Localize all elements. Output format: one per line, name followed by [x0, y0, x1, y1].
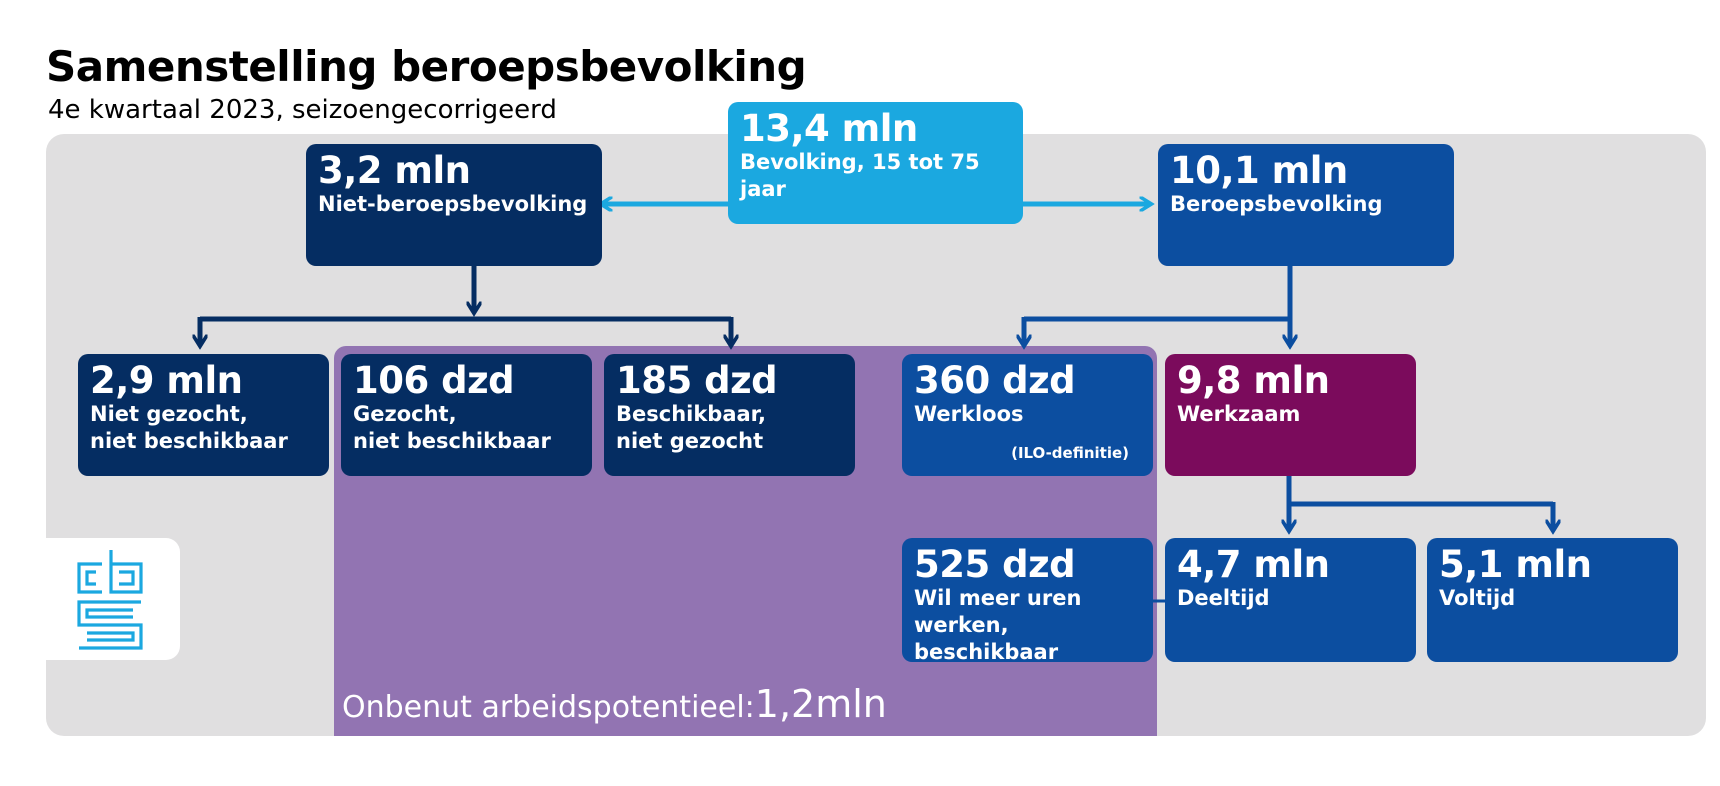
node-unemployed-value: 360 dzd: [914, 359, 1076, 402]
node-part-time-value: 4,7 mln: [1177, 543, 1330, 586]
node-full-time: 5,1 mln Voltijd: [1427, 538, 1678, 662]
node-population: 13,4 mln Bevolking, 15 tot 75 jaar: [728, 102, 1023, 224]
node-population-value: 13,4 mln: [740, 107, 918, 150]
node-more-hours-label: Wil meer uren werken, beschikbaar: [914, 585, 1082, 665]
node-labour-force-label: Beroepsbevolking: [1170, 191, 1383, 216]
node-labour-force-value: 10,1 mln: [1170, 149, 1348, 192]
node-employed-label: Werkzaam: [1177, 401, 1301, 426]
node-unemployed: 360 dzd Werkloos (ILO-definitie): [902, 354, 1153, 476]
node-not-labour-force-label: Niet-beroepsbevolking: [318, 191, 588, 216]
node-not-labour-force-value: 3,2 mln: [318, 149, 471, 192]
node-more-hours: 525 dzd Wil meer uren werken, beschikbaa…: [902, 538, 1153, 664]
node-full-time-label: Voltijd: [1439, 585, 1516, 610]
cbs-logo: [46, 538, 180, 660]
node-more-hours-value: 525 dzd: [914, 543, 1076, 586]
node-available: 185 dzd Beschikbaar, niet gezocht: [604, 354, 855, 476]
node-employed: 9,8 mln Werkzaam: [1165, 354, 1416, 476]
chart-title: Samenstelling beroepsbevolking: [46, 42, 807, 91]
cbs-logo-icon: [77, 550, 143, 650]
node-not-searched: 2,9 mln Niet gezocht, niet beschikbaar: [78, 354, 329, 476]
node-available-value: 185 dzd: [616, 359, 778, 402]
unused-potential-value: 1,2mln: [754, 682, 887, 726]
node-full-time-value: 5,1 mln: [1439, 543, 1592, 586]
node-not-searched-value: 2,9 mln: [90, 359, 243, 402]
node-available-label: Beschikbaar, niet gezocht: [616, 401, 766, 454]
node-unemployed-note: (ILO-definitie): [1011, 444, 1129, 462]
node-employed-value: 9,8 mln: [1177, 359, 1330, 402]
node-searched-label: Gezocht, niet beschikbaar: [353, 401, 551, 454]
node-searched-value: 106 dzd: [353, 359, 515, 402]
node-unemployed-label: Werkloos: [914, 401, 1024, 426]
node-not-searched-label: Niet gezocht, niet beschikbaar: [90, 401, 288, 454]
chart-subtitle: 4e kwartaal 2023, seizoengecorrigeerd: [48, 95, 557, 125]
node-not-labour-force: 3,2 mln Niet-beroepsbevolking: [306, 144, 602, 266]
node-population-label: Bevolking, 15 tot 75 jaar: [740, 149, 980, 202]
node-part-time-label: Deeltijd: [1177, 585, 1270, 610]
bottom-margin: [0, 736, 1720, 786]
node-part-time: 4,7 mln Deeltijd: [1165, 538, 1416, 662]
unused-potential-caption: Onbenut arbeidspotentieel:1,2mln: [342, 682, 887, 726]
unused-potential-label: Onbenut arbeidspotentieel:: [342, 690, 755, 725]
node-labour-force: 10,1 mln Beroepsbevolking: [1158, 144, 1454, 266]
node-searched: 106 dzd Gezocht, niet beschikbaar: [341, 354, 592, 476]
